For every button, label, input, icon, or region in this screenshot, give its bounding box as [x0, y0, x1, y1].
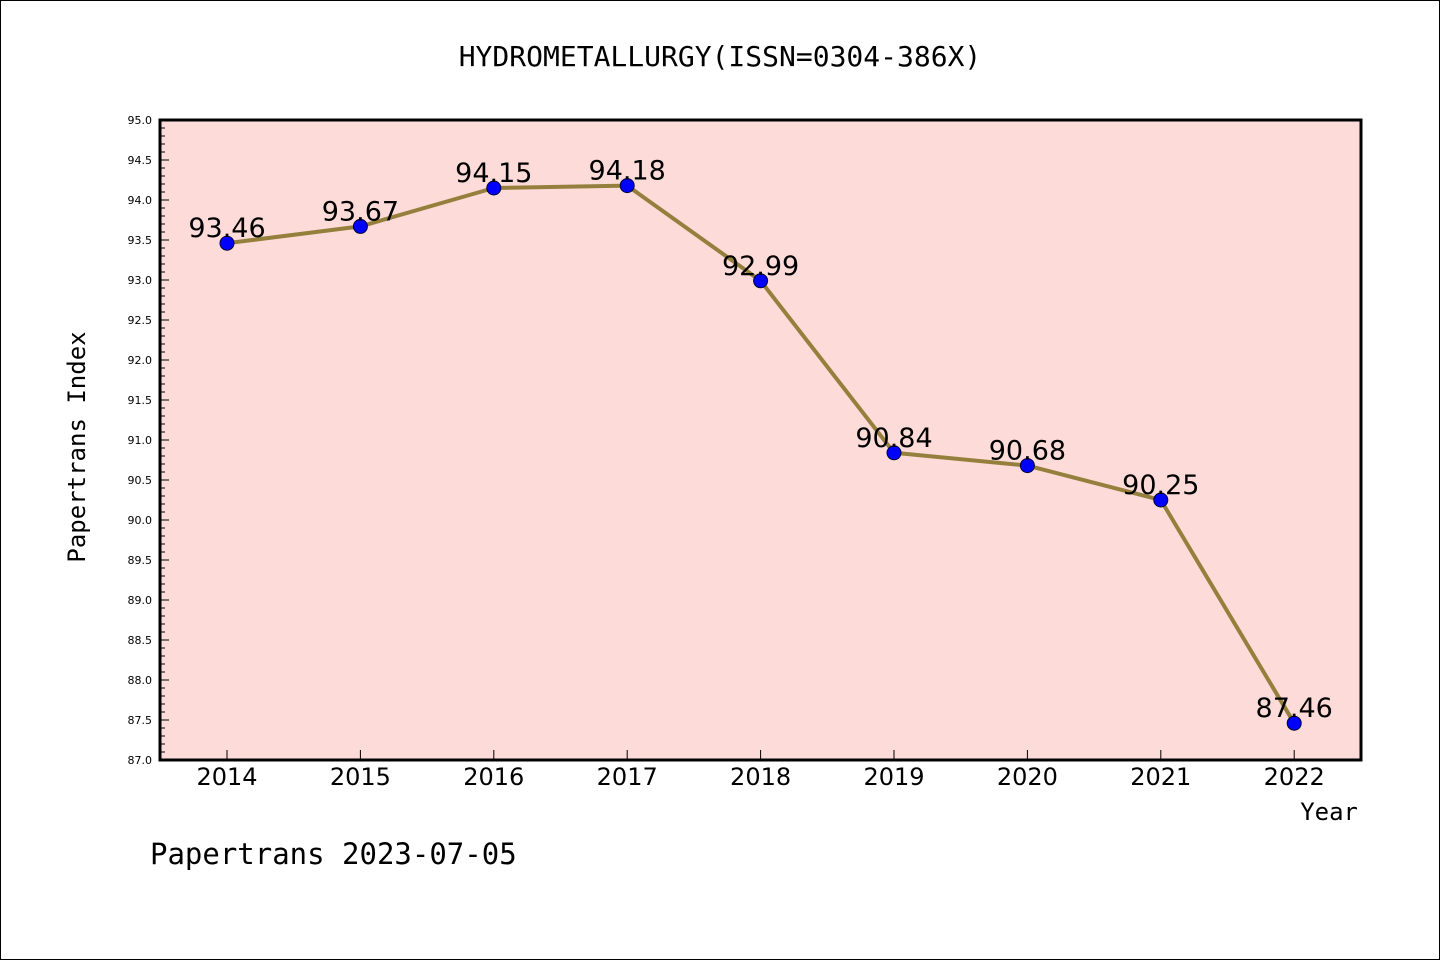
x-axis: 2014 2015 2016 2017 2018 2019 2020 2021 2022: [196, 750, 1325, 791]
y-tick-label: 87.0: [128, 754, 153, 767]
y-tick-label: 89.5: [128, 554, 153, 567]
x-tick-label: 2019: [863, 763, 924, 791]
data-point: [619, 178, 635, 194]
x-tick-label: 2017: [597, 763, 658, 791]
data-point: [1286, 715, 1302, 731]
x-tick-label: 2016: [463, 763, 524, 791]
data-point: [219, 235, 235, 251]
y-tick-label: 94.0: [128, 194, 153, 207]
y-tick-label: 93.0: [128, 274, 153, 287]
y-tick-label: 94.5: [128, 154, 153, 167]
data-label: 94.18: [589, 156, 666, 187]
x-tick-label: 2022: [1264, 763, 1325, 791]
data-point: [753, 273, 769, 289]
data-label: 90.84: [855, 423, 932, 454]
y-tick-label: 89.0: [128, 594, 153, 607]
y-tick-label: 88.0: [128, 674, 153, 687]
data-point: [1153, 492, 1169, 508]
data-label: 93.67: [322, 196, 399, 227]
data-label: 92.99: [722, 251, 799, 282]
x-tick-label: 2018: [730, 763, 791, 791]
y-tick-label: 93.5: [128, 234, 153, 247]
data-point: [352, 218, 368, 234]
marker-group: [219, 178, 1302, 731]
x-tick-label: 2015: [330, 763, 391, 791]
y-tick-label: 87.5: [128, 714, 153, 727]
y-tick-label: 92.5: [128, 314, 153, 327]
x-tick-label: 2020: [997, 763, 1058, 791]
y-tick-label: 95.0: [128, 114, 153, 127]
y-tick-label: 90.5: [128, 474, 153, 487]
data-point: [486, 180, 502, 196]
data-point: [1019, 458, 1035, 474]
chart-title: HYDROMETALLURGY(ISSN=0304-386X): [459, 40, 982, 73]
data-label: 94.15: [455, 158, 532, 189]
data-label: 87.46: [1256, 693, 1333, 724]
y-tick-label: 91.5: [128, 394, 153, 407]
x-axis-title: Year: [1300, 798, 1358, 826]
footer-credit: Papertrans 2023-07-05: [150, 837, 517, 871]
data-label: 90.25: [1122, 470, 1199, 501]
plot-border: [158, 118, 1363, 762]
data-label-group: 93.46 93.67 94.15 94.18 92.99 90.84 90.68 90.25…: [188, 156, 1332, 725]
y-tick-label: 91.0: [128, 434, 153, 447]
y-tick-label: 92.0: [128, 354, 153, 367]
data-label: 90.68: [989, 436, 1066, 467]
y-axis-title: Papertrans Index: [63, 331, 91, 562]
x-tick-label: 2021: [1130, 763, 1191, 791]
data-label: 93.46: [188, 213, 265, 244]
y-tick-label: 90.0: [128, 514, 153, 527]
x-tick-label: 2014: [196, 763, 257, 791]
y-tick-label: 88.5: [128, 634, 153, 647]
data-point: [886, 445, 902, 461]
